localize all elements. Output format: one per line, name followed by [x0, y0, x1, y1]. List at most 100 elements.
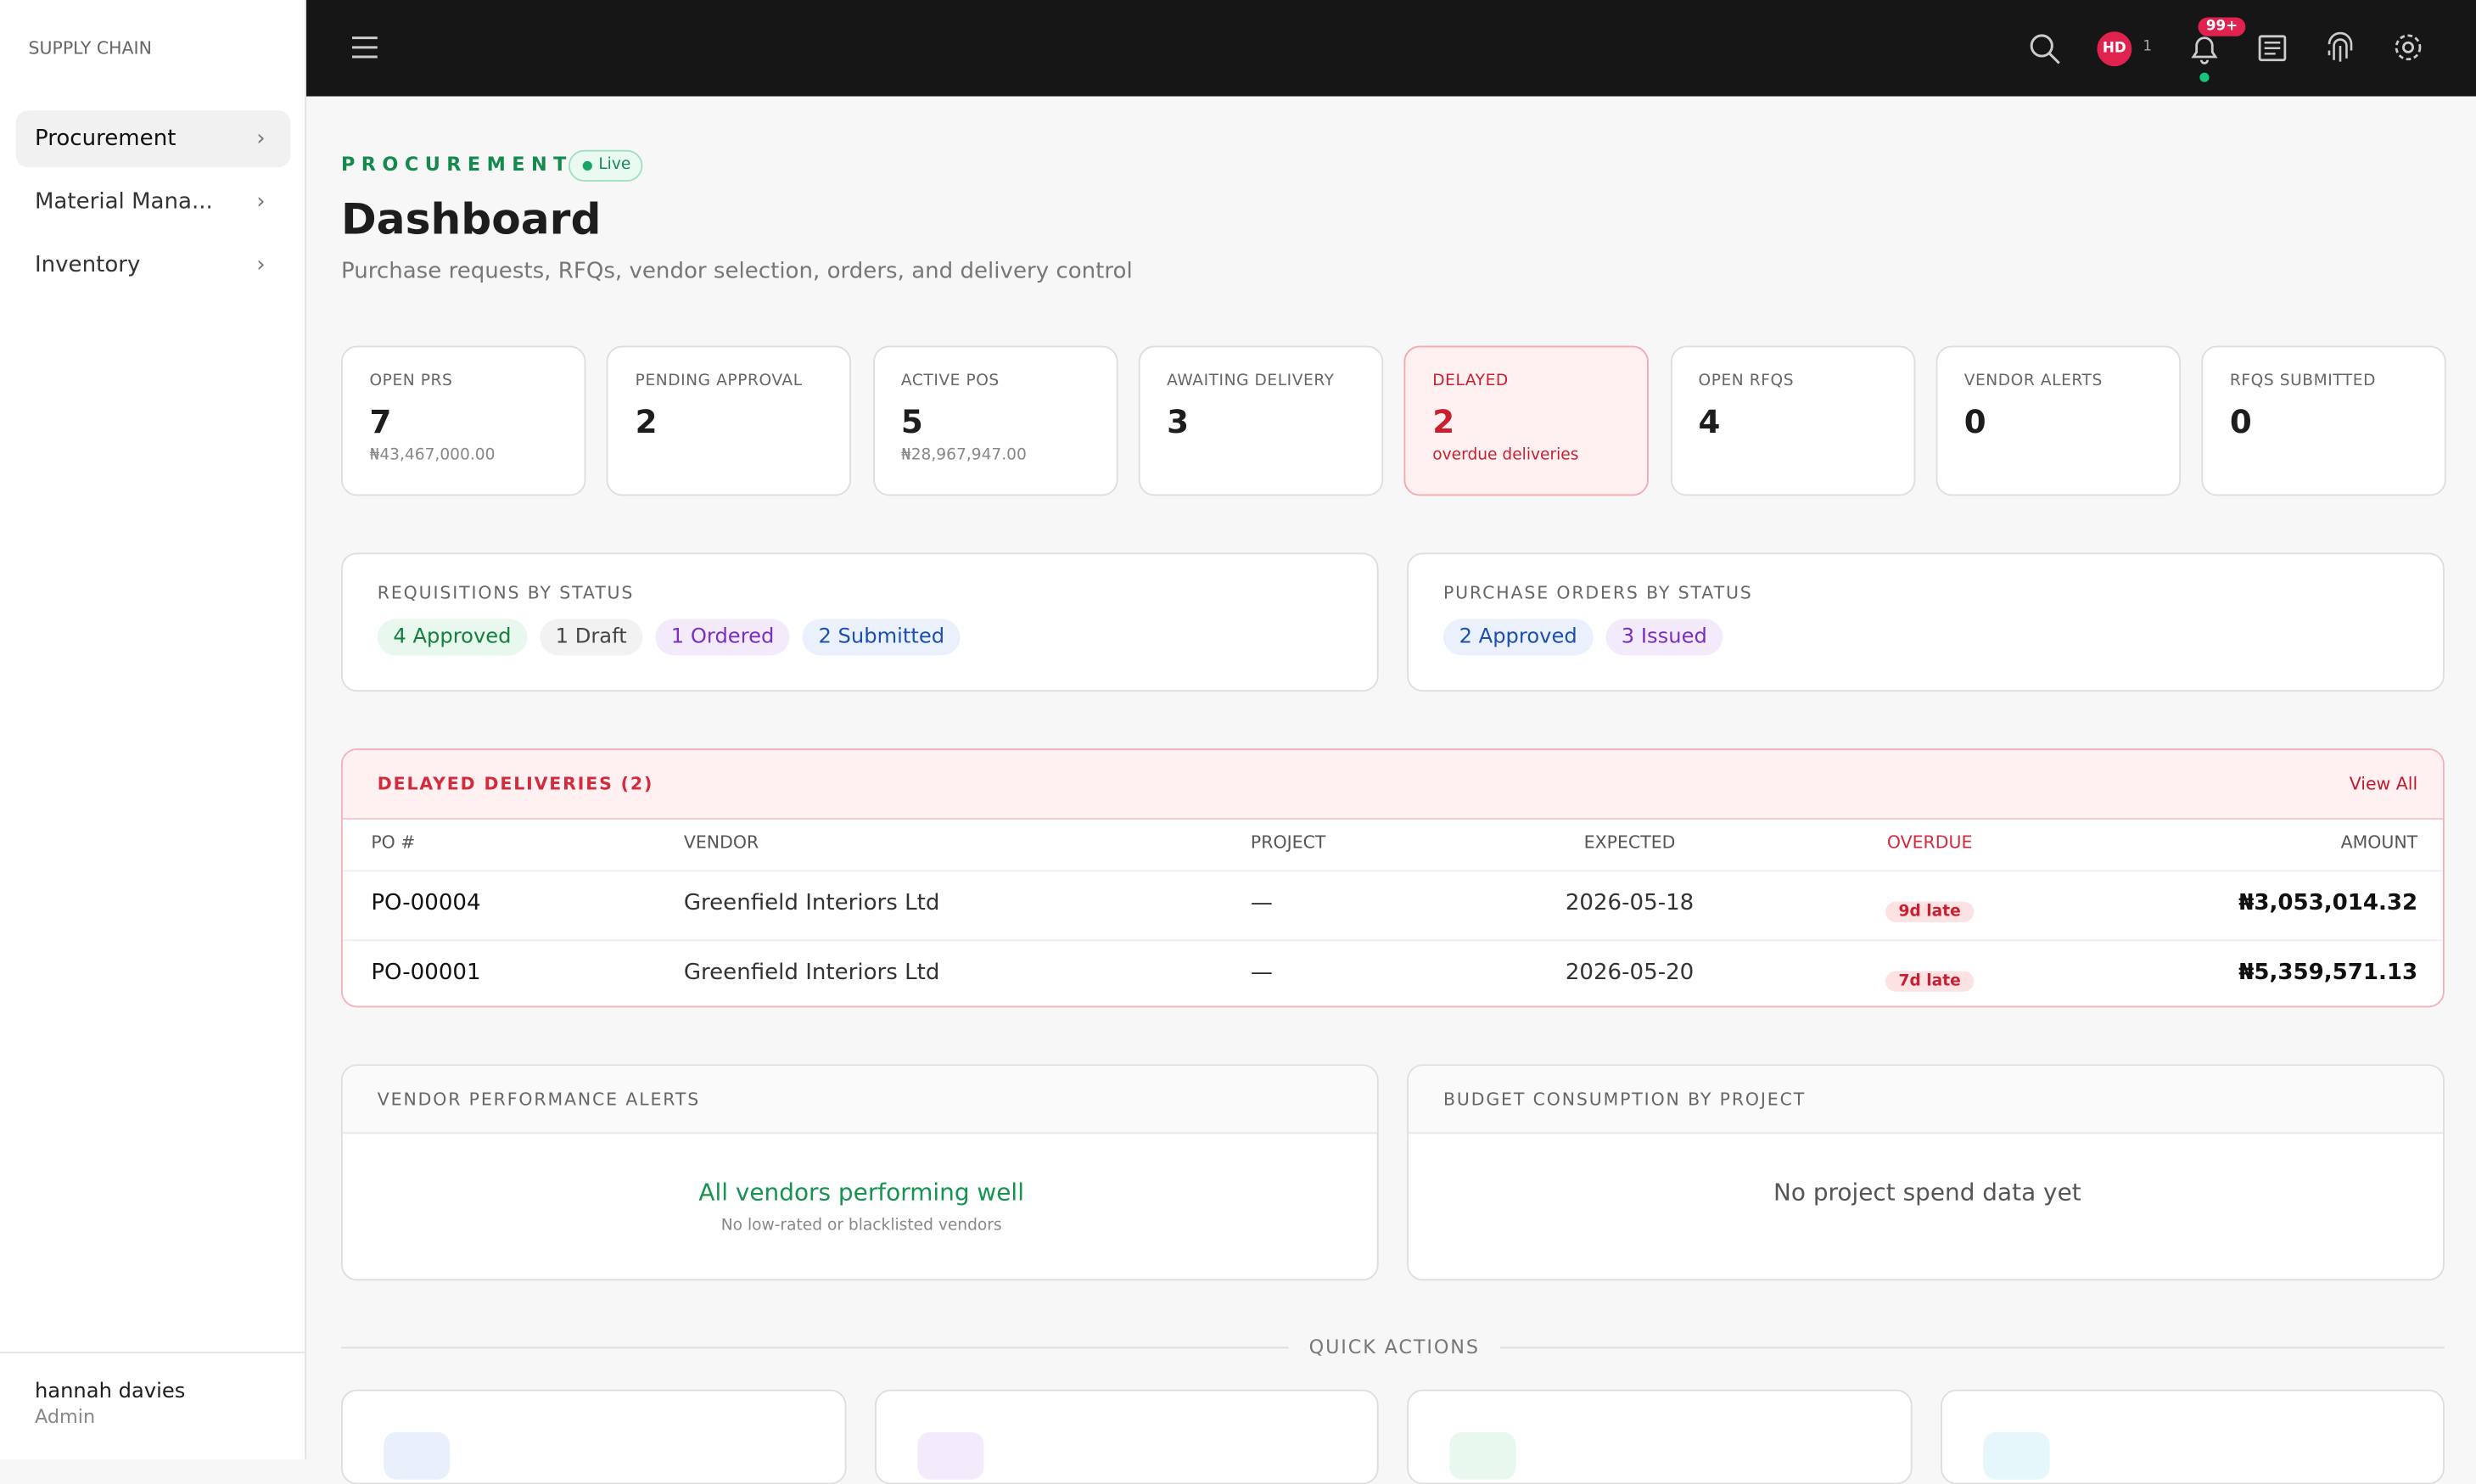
status-dot: [2199, 72, 2210, 82]
card-title: DELAYED DELIVERIES (2): [377, 773, 654, 795]
menu-button[interactable]: [350, 35, 378, 60]
budget-card: BUDGET CONSUMPTION BY PROJECT No project…: [1407, 1064, 2445, 1281]
card-title: PURCHASE ORDERS BY STATUS: [1442, 582, 1753, 603]
divider: [340, 1347, 1289, 1349]
icon: [1449, 1431, 1516, 1480]
kpi-value: 2: [1432, 402, 1455, 441]
card-title: REQUISITIONS BY STATUS: [377, 582, 635, 603]
kpi-card[interactable]: OPEN PRS 7 ₦43,467,000.00: [340, 345, 586, 496]
table-cell: Greenfield Interiors Ltd: [683, 890, 940, 916]
column-header: PROJECT: [1250, 832, 1326, 853]
chevron: ›: [256, 189, 266, 216]
kpi-label: RFQS SUBMITTED: [2229, 372, 2376, 390]
kpi-sub: overdue deliveries: [1432, 446, 1579, 465]
status-pill: 2 Approved: [1442, 619, 1594, 656]
topbar: HD 1 99+: [306, 0, 2476, 97]
fingerprint-button[interactable]: [2324, 31, 2356, 64]
kpi-label: AWAITING DELIVERY: [1167, 372, 1335, 390]
card-header: [342, 749, 2443, 820]
kpi-card[interactable]: OPEN RFQS 4: [1670, 345, 1915, 496]
pill-list: 4 Approved 1 Draft 1 Ordered 2 Submitted: [377, 619, 1342, 656]
requisitions-card: REQUISITIONS BY STATUS 4 Approved 1 Draft…: [340, 552, 1379, 692]
divider: [1499, 1347, 2445, 1349]
quick-action-card[interactable]: [874, 1389, 1379, 1484]
page-title: Dashboard: [340, 195, 602, 245]
overdue-badge: 7d late: [1885, 971, 1974, 992]
purchase-orders-card: PURCHASE ORDERS BY STATUS 2 Approved 3 Is…: [1407, 552, 2445, 692]
status-pill: 1 Ordered: [655, 619, 790, 656]
card-header: [1409, 1066, 2443, 1134]
kpi-value: 7: [369, 402, 392, 441]
kpi-card[interactable]: ACTIVE POS 5 ₦28,967,947.00: [872, 345, 1118, 496]
user-role: Admin: [34, 1405, 96, 1428]
budget-message: No project spend data yet: [1773, 1178, 2081, 1207]
overdue-cell: 9d late: [1812, 892, 2048, 922]
overdue-badge: 9d late: [1885, 901, 1974, 922]
kpi-card[interactable]: DELAYED 2 overdue deliveries: [1403, 345, 1650, 496]
kpi-card[interactable]: AWAITING DELIVERY 3: [1138, 345, 1384, 496]
table-cell: 2026-05-20: [1565, 960, 1695, 986]
kpi-sub: ₦43,467,000.00: [369, 446, 496, 465]
column-header: EXPECTED: [1583, 832, 1676, 853]
column-header: VENDOR: [683, 832, 759, 853]
po-number[interactable]: PO-00004: [371, 890, 481, 916]
user-name[interactable]: hannah davies: [34, 1380, 186, 1404]
vendor-alerts-card: VENDOR PERFORMANCE ALERTS All vendors pe…: [340, 1064, 1379, 1281]
kpi-label: ACTIVE POS: [900, 372, 1000, 390]
kpi-label: PENDING APPROVAL: [635, 372, 803, 390]
live-text: Live: [598, 156, 631, 174]
icon: [384, 1431, 451, 1480]
chevron: ›: [256, 126, 266, 152]
kpi-label: DELAYED: [1432, 372, 1509, 390]
kpi-value: 2: [635, 402, 658, 441]
kpi-card[interactable]: VENDOR ALERTS 0: [1935, 345, 2181, 496]
table-cell: ₦5,359,571.13: [2238, 960, 2418, 986]
view-all-link[interactable]: View All: [2349, 773, 2418, 795]
status-pill: 4 Approved: [377, 619, 528, 656]
card-header: [342, 1066, 1377, 1134]
status-pill: 2 Submitted: [802, 619, 961, 656]
row-divider: [342, 939, 2443, 942]
kpi-value: 3: [1167, 402, 1189, 441]
delayed-deliveries-card: DELAYED DELIVERIES (2) View All PO # VEND…: [340, 748, 2445, 1008]
nav-label: Procurement: [34, 126, 176, 152]
notifications-button[interactable]: [2188, 31, 2220, 66]
icon: [1983, 1431, 2050, 1480]
kpi-card[interactable]: RFQS SUBMITTED 0: [2201, 345, 2446, 496]
quick-action-card[interactable]: [1407, 1389, 1913, 1484]
brand: SUPPLY CHAIN: [28, 37, 152, 59]
nav-item[interactable]: Procurement ›: [15, 110, 291, 168]
sidebar: SUPPLY CHAIN hannah davies Admin Procure…: [0, 0, 307, 1459]
quick-action-card[interactable]: [340, 1389, 847, 1484]
pill-list: 2 Approved 3 Issued: [1442, 619, 2408, 656]
nav-item[interactable]: Inventory ›: [16, 237, 291, 294]
kpi-value: 5: [900, 402, 923, 441]
avatar[interactable]: HD: [2097, 31, 2132, 67]
kpi-label: OPEN PRS: [369, 372, 453, 390]
column-header: AMOUNT: [2340, 832, 2418, 853]
search-button[interactable]: [2029, 33, 2060, 64]
kpi-label: OPEN RFQS: [1698, 372, 1795, 390]
kpi-sub: ₦28,967,947.00: [900, 446, 1027, 465]
overdue-cell: 7d late: [1812, 961, 2048, 992]
kpi-value: 4: [1698, 402, 1721, 441]
live-badge: Live: [568, 149, 644, 182]
kpi-value: 0: [1963, 402, 1986, 441]
kpi-card[interactable]: PENDING APPROVAL 2: [607, 345, 852, 496]
nav-label: Inventory: [34, 252, 141, 278]
nav-item[interactable]: Material Mana... ›: [16, 174, 291, 231]
eyebrow: PROCUREMENT: [340, 153, 573, 176]
table-cell: —: [1250, 960, 1273, 986]
live-dot: [582, 160, 592, 171]
notes-button[interactable]: [2258, 35, 2287, 62]
avatar-count: 1: [2143, 39, 2153, 56]
po-number[interactable]: PO-00001: [371, 960, 481, 986]
quick-action-card[interactable]: [1941, 1389, 2445, 1484]
table-cell: —: [1250, 890, 1273, 916]
alerts-detail: No low-rated or blacklisted vendors: [720, 1217, 1002, 1235]
row-divider: [342, 870, 2443, 872]
settings-button[interactable]: [2392, 31, 2423, 63]
nav-label: Material Mana...: [34, 189, 213, 216]
